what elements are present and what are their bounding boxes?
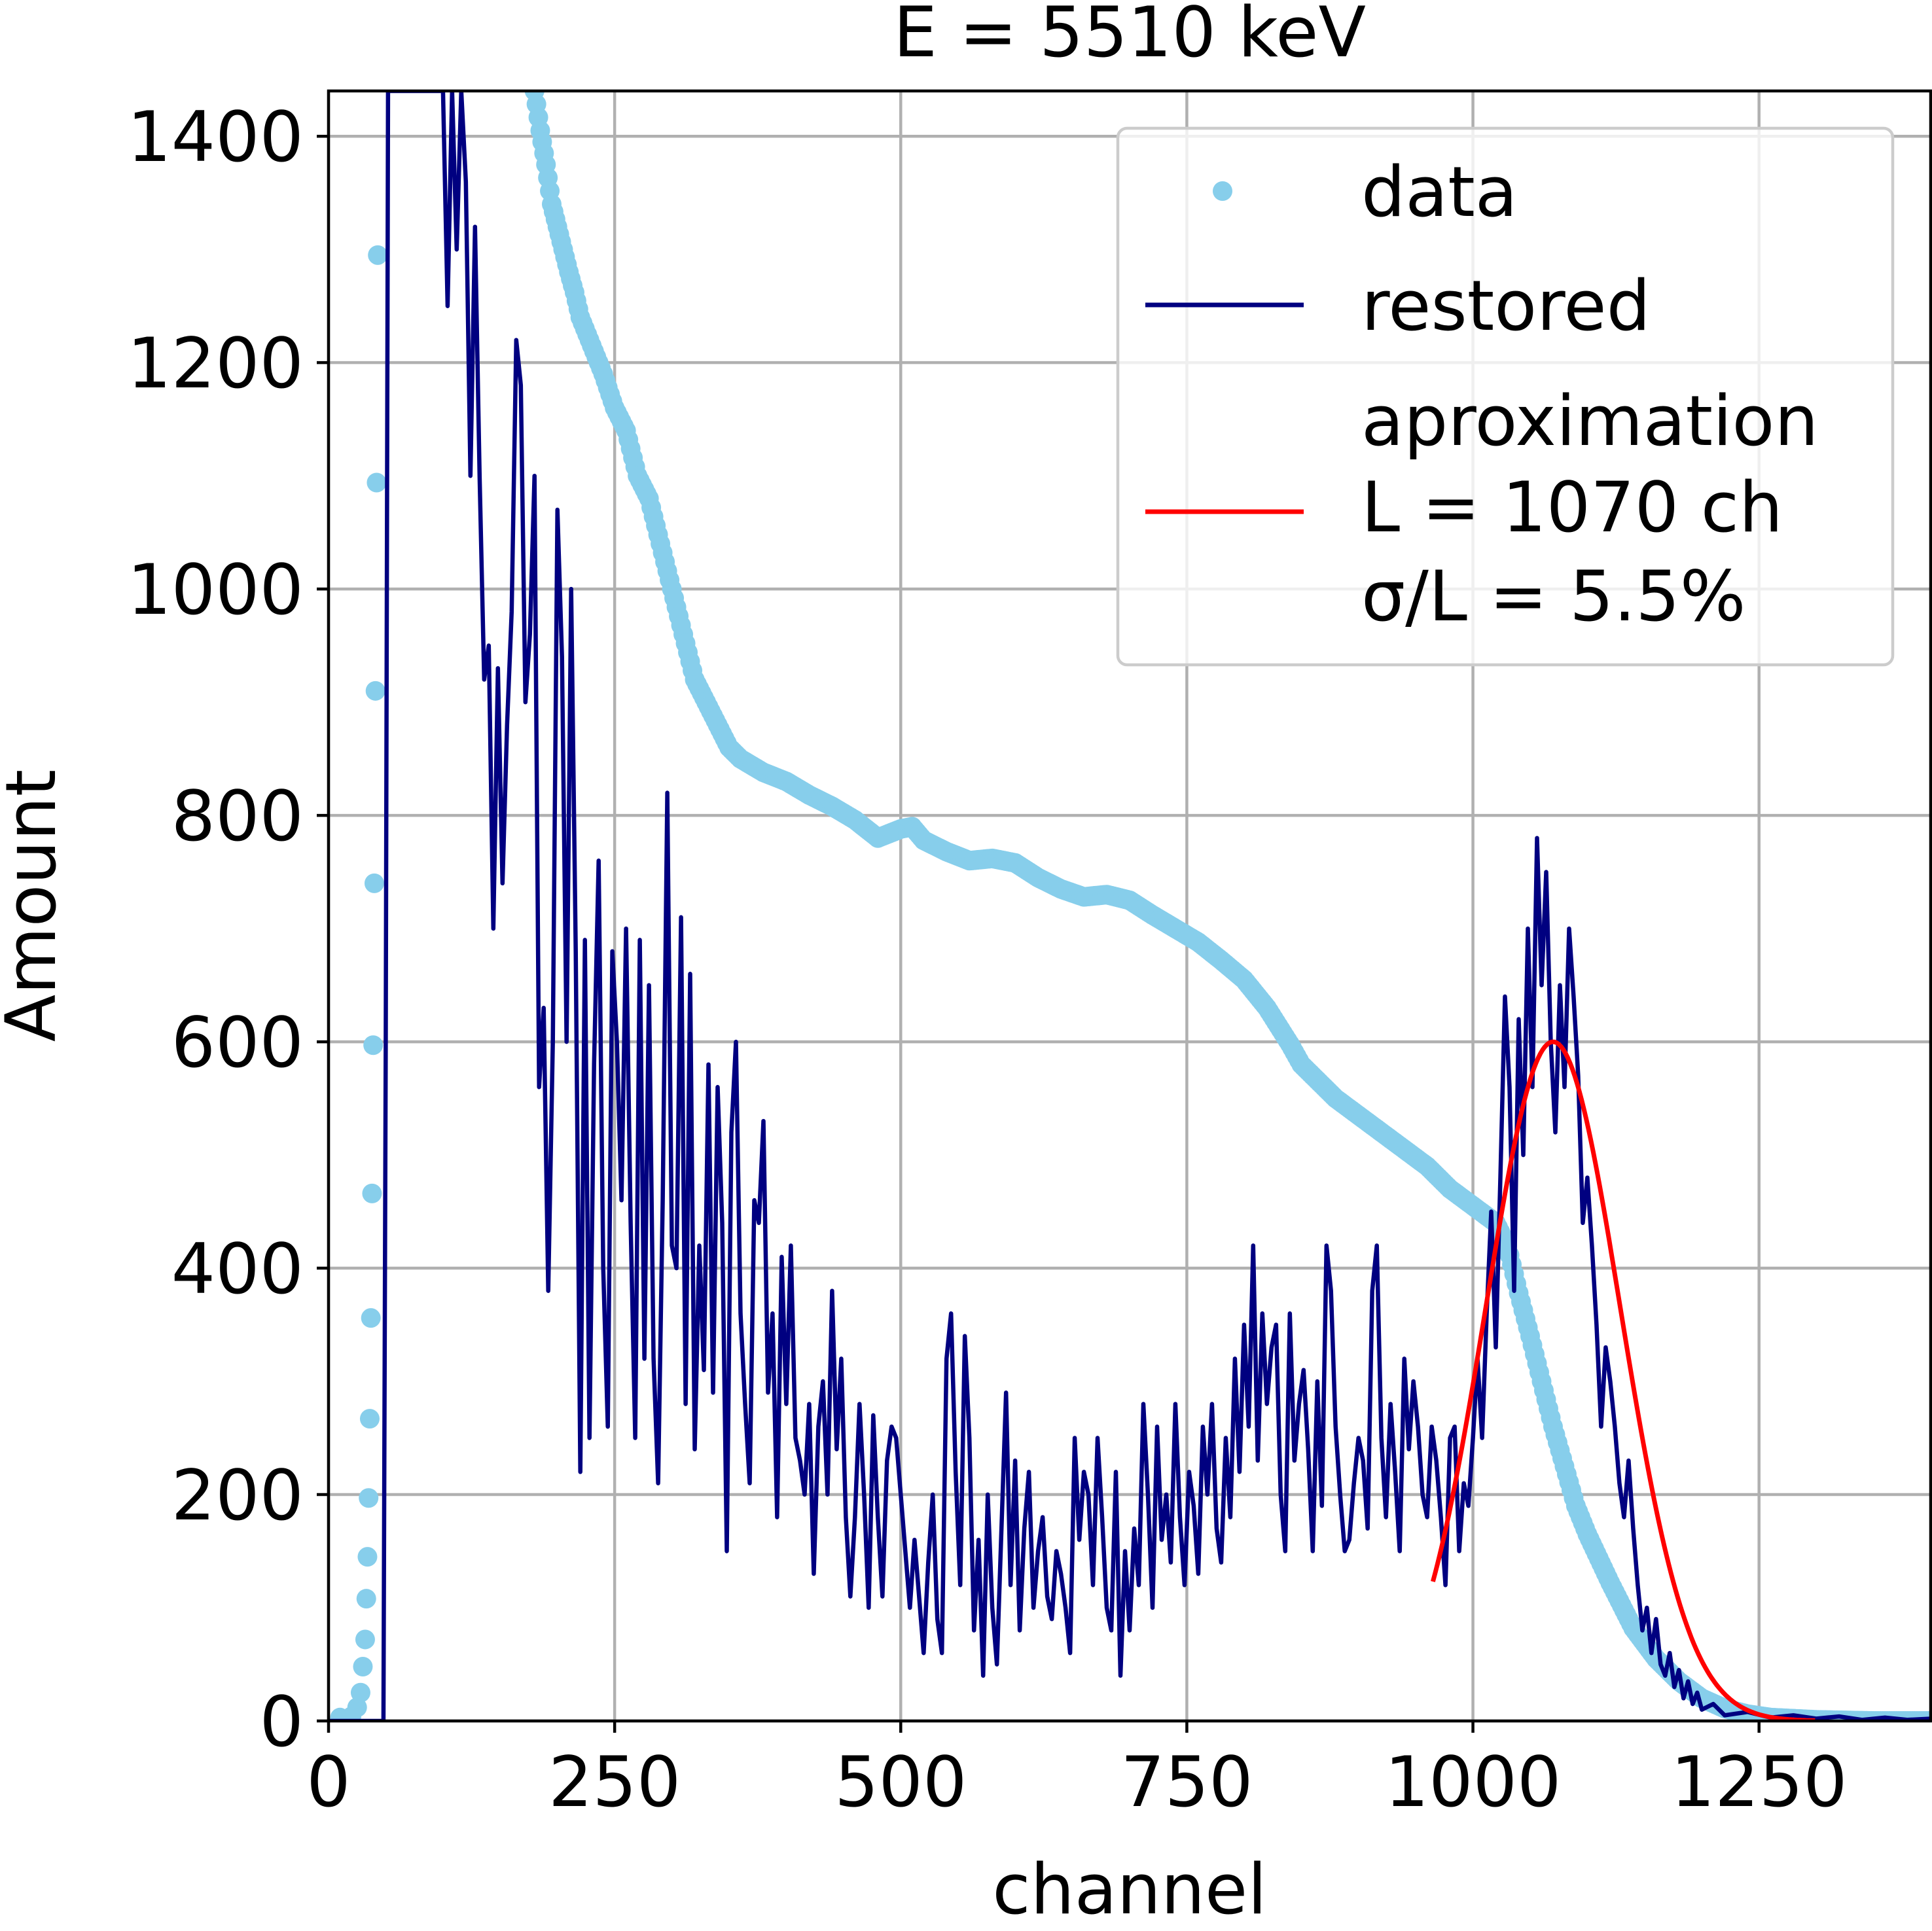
data-point — [353, 1656, 373, 1676]
axes-frame — [327, 89, 1932, 1723]
x-tick-label: 750 — [1120, 1742, 1253, 1822]
x-axis: 0 250 500 750 1000 1250 — [306, 1721, 1848, 1822]
y-tick-label: 400 — [171, 1229, 304, 1309]
data-point — [359, 1409, 380, 1429]
data-point — [355, 1629, 375, 1650]
y-tick-label: 1200 — [127, 323, 304, 404]
legend-data-label: data — [1361, 152, 1518, 232]
x-tick-label: 0 — [306, 1742, 350, 1822]
y-tick-label: 200 — [171, 1455, 304, 1536]
data-point — [363, 1035, 384, 1055]
x-tick-label: 250 — [548, 1742, 681, 1822]
legend-restored-label: restored — [1361, 266, 1651, 346]
series-approximation-line — [1431, 1039, 1816, 1721]
series-group — [329, 91, 1931, 1721]
y-tick-label: 600 — [171, 1002, 304, 1083]
y-tick-label: 1000 — [127, 550, 304, 630]
data-point — [350, 1682, 370, 1703]
data-point — [365, 681, 385, 701]
data-point — [361, 1308, 381, 1328]
legend-approximation-label-line: L = 1070 ch — [1361, 467, 1783, 548]
series-data — [330, 91, 1931, 1721]
series-restored-line — [329, 91, 1931, 1721]
data-point — [367, 472, 387, 493]
x-axis-label: channel — [992, 1849, 1266, 1930]
plot-area — [329, 91, 1931, 1721]
y-axis-label: Amount — [0, 770, 71, 1042]
data-point — [368, 245, 388, 265]
y-axis: 0 200 400 600 800 1000 1200 1400 — [127, 97, 329, 1762]
y-tick-label: 1400 — [127, 97, 304, 177]
legend-box — [1116, 126, 1895, 667]
legend-approximation-label-line: aproximation — [1361, 381, 1819, 461]
y-tick-label: 800 — [171, 776, 304, 857]
data-point — [357, 1547, 378, 1567]
data-point — [356, 1589, 376, 1609]
y-tick-label: 0 — [260, 1682, 304, 1762]
legend-data-marker — [1213, 181, 1232, 201]
data-point — [362, 1183, 382, 1203]
data-point — [364, 873, 384, 893]
data-point — [359, 1488, 379, 1508]
data-point — [347, 1697, 367, 1718]
x-tick-label: 1000 — [1385, 1742, 1562, 1822]
chart-title: E = 5510 keV — [893, 0, 1366, 73]
x-tick-label: 1250 — [1671, 1742, 1848, 1822]
legend-approximation-label-line: σ/L = 5.5% — [1361, 556, 1745, 637]
x-tick-label: 500 — [834, 1742, 967, 1822]
